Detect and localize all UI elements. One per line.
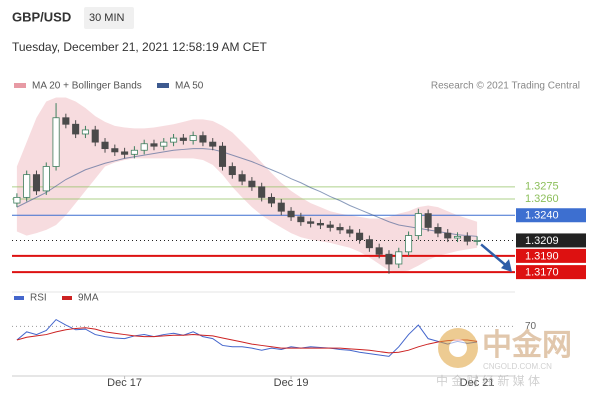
candle-body [218,145,227,167]
candle-body [463,235,471,242]
candle-body [307,221,315,224]
candle-body [238,174,246,182]
candle-body [228,166,236,176]
watermark-tagline: 中 金 财 经 新 媒 体 [436,373,540,388]
candle-body [179,137,187,141]
x-tick-label: Dec 17 [107,377,142,389]
candle-body [111,148,119,153]
candle-body [62,117,70,125]
candle-body [473,240,481,242]
candle-body [209,141,217,147]
timeframe-badge [84,7,134,29]
bollinger-band [16,97,478,273]
candle-body [160,141,168,147]
candle-body [199,135,207,143]
candle-body [121,151,129,155]
level-label: 1.3170 [525,267,559,279]
forecast-arrowhead [501,259,512,273]
level-label: 1.3209 [525,235,559,247]
credit: Research © 2021 Trading Central [431,81,580,92]
candle-body [32,174,41,192]
timestamp: Tuesday, December 21, 2021 12:58:19 AM C… [12,40,267,54]
watermark-brand: 中金网 [482,328,572,362]
candle-body [170,137,178,143]
candle-body [453,235,462,239]
candle-body [42,166,50,192]
watermark: 中金网 CNGOLD.COM.CN 中 金 财 经 新 媒 体 [436,328,572,388]
level-label: 1.3240 [525,210,559,222]
level-label: 1.3260 [525,193,559,205]
forecast-arrow [480,243,509,269]
level-label-box [516,248,586,263]
legend-swatch [14,296,24,300]
level-label-box [516,233,586,248]
candle-body [130,149,138,155]
legend-label: MA 20 + Bollinger Bands [32,81,142,92]
level-label-box [516,208,586,223]
candle-body [23,174,31,198]
candle-body [189,135,197,141]
candle-body [81,129,89,135]
legend-swatch [14,83,26,88]
candle-body [365,239,373,249]
watermark-site: CNGOLD.COM.CN [483,362,552,371]
candle-body [248,180,256,188]
legend-label: 9MA [78,293,99,304]
candle-body [140,143,148,151]
legend-swatch [157,83,169,88]
plot: MA 20 + Bollinger Bands MA 50 1.32751.3260… [12,81,586,389]
watermark-logo-inner [449,339,467,357]
legend-label: RSI [30,293,47,304]
candle-body [385,253,393,265]
candle-body [297,216,305,223]
x-tick-label: Dec 19 [274,377,309,389]
candle-body [414,213,422,236]
timeframe: 30 MIN [89,12,125,24]
indicator-line [16,327,478,354]
candle-body [267,196,276,204]
candle-body [316,222,324,226]
level-label: 1.3190 [525,250,559,262]
candle-body [434,227,442,234]
symbol: GBP/USD [12,9,71,24]
candle-body [424,213,432,228]
x-tick-label: Dec 21 [460,377,495,389]
ma-line [16,148,478,237]
legend-label: MA 50 [175,81,204,92]
candle-body [326,224,334,228]
candle-body [150,143,158,147]
candle-body [336,227,344,231]
candle-body [356,232,364,241]
candle-body [287,210,295,218]
candle-body [277,202,285,212]
candle-body [101,141,109,150]
y-tick-label: 70 [525,321,537,332]
indicator-line [16,318,478,357]
candle-body [444,232,452,239]
candle-body [375,247,383,255]
candle-body [52,117,60,167]
candle-body [91,129,99,143]
level-label-box [516,265,586,280]
candle-body [258,186,266,198]
candle-body [72,123,80,135]
candle-body [405,235,413,253]
legend-swatch [62,296,72,300]
candle-body [13,196,21,204]
candle-body [346,229,354,234]
level-label: 1.3275 [525,181,559,193]
candle-body [395,251,403,265]
